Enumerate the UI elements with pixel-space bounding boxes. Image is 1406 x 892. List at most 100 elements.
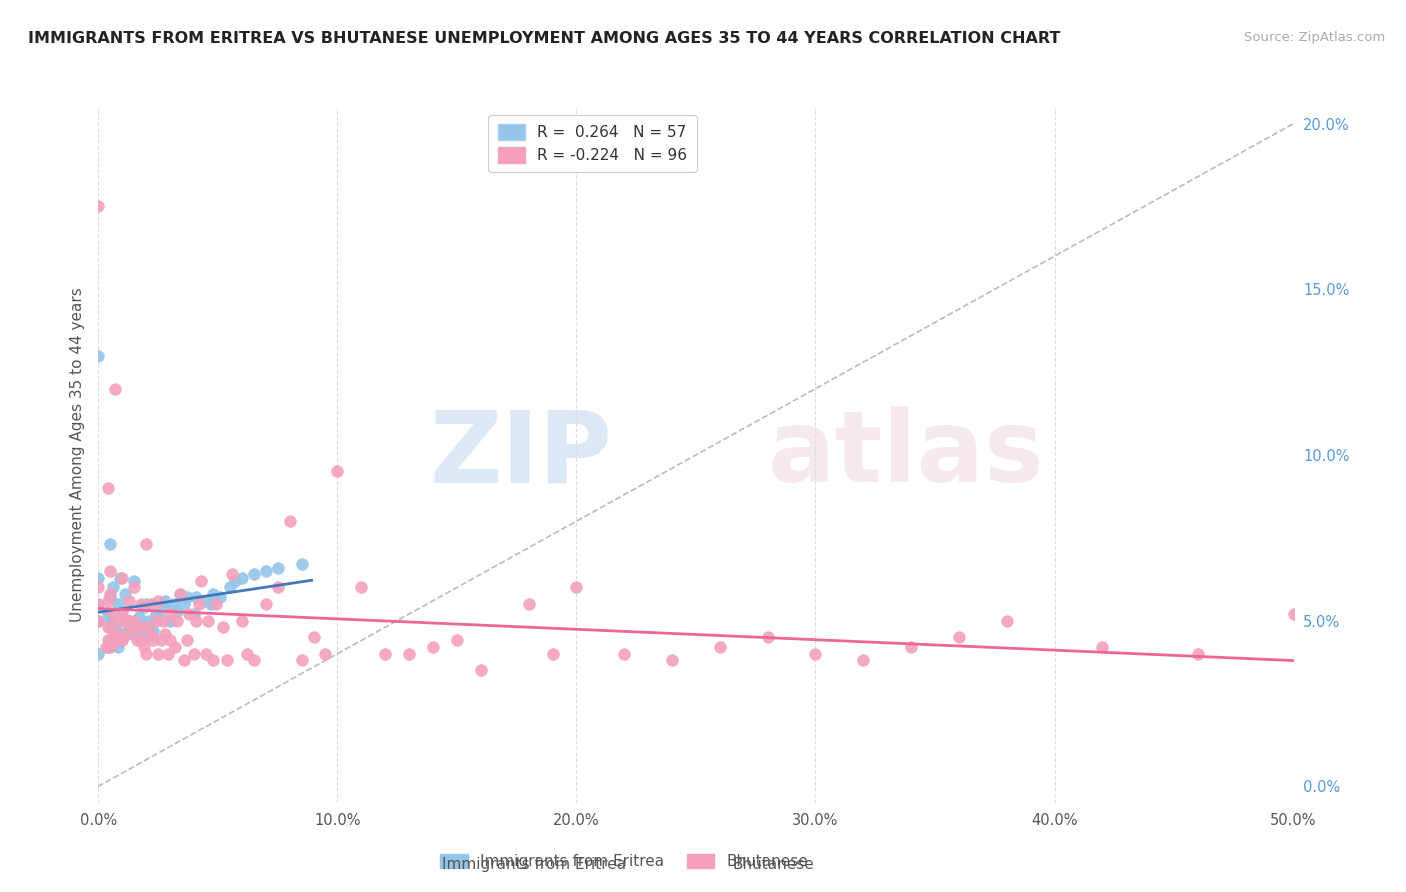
Point [1187,647,1209,661]
Point [94,640,117,654]
Point [166,614,188,628]
Point [173,653,195,667]
Point [186,614,208,628]
Point [183,607,205,621]
Text: Source: ZipAtlas.com: Source: ZipAtlas.com [1244,31,1385,45]
Point [235,647,257,661]
Point [231,614,253,628]
Point [132,600,155,615]
Point [124,627,146,641]
Point [87,581,110,595]
Text: Immigrants from Eritrea: Immigrants from Eritrea [443,857,626,872]
Point [87,597,110,611]
Point [114,627,136,641]
Point [374,647,396,661]
Point [176,591,198,605]
Point [173,597,195,611]
Point [124,574,146,588]
Point [446,633,468,648]
Point [108,627,131,641]
Point [107,597,129,611]
Point [101,581,124,595]
Point [193,593,215,607]
Point [155,593,177,607]
Point [169,587,191,601]
Point [948,630,970,644]
Y-axis label: Unemployment Among Ages 35 to 44 years: Unemployment Among Ages 35 to 44 years [69,287,84,623]
Point [145,614,167,628]
Point [159,633,181,648]
Point [1091,640,1114,654]
Point [243,653,266,667]
Point [148,593,170,607]
Point [131,633,153,648]
Point [302,630,325,644]
Point [142,633,165,648]
Point [221,567,243,582]
Point [98,537,122,551]
Point [97,593,120,607]
Point [111,607,134,621]
Point [104,620,127,634]
Point [131,597,153,611]
Point [900,640,922,654]
Point [108,570,131,584]
Point [118,593,141,607]
Point [135,630,157,644]
Point [159,607,181,621]
Point [87,349,110,363]
Point [156,647,179,661]
Point [87,597,110,611]
Point [97,640,120,654]
Point [186,591,208,605]
Point [87,614,110,628]
Point [190,574,212,588]
Point [179,607,201,621]
Point [139,597,162,611]
Point [118,614,141,628]
Point [121,620,143,634]
Point [804,647,827,661]
Point [350,581,373,595]
Point [121,620,143,634]
Point [541,647,564,661]
Point [97,607,120,621]
Point [98,591,122,605]
Point [661,653,683,667]
Point [291,653,314,667]
Point [166,604,188,618]
Point [97,481,120,495]
Point [224,574,246,588]
Point [315,647,337,661]
Point [278,514,301,528]
Point [204,597,226,611]
Point [243,567,266,582]
Text: Bhutanese: Bhutanese [733,857,814,872]
Point [139,627,162,641]
Point [162,597,184,611]
Point [118,614,141,628]
Point [87,199,110,213]
Point [135,647,157,661]
Point [114,587,136,601]
Point [104,627,127,641]
Point [111,570,134,584]
Point [98,640,122,654]
Point [709,640,731,654]
Point [98,620,122,634]
Point [108,630,131,644]
Point [107,614,129,628]
Point [267,581,290,595]
Point [517,597,540,611]
Point [135,620,157,634]
Point [470,663,492,677]
Point [97,633,120,648]
Point [613,647,636,661]
Point [142,624,165,638]
Point [200,597,222,611]
Point [111,633,134,648]
Point [138,614,160,628]
Point [135,597,157,611]
Point [254,564,277,578]
Point [398,647,420,661]
